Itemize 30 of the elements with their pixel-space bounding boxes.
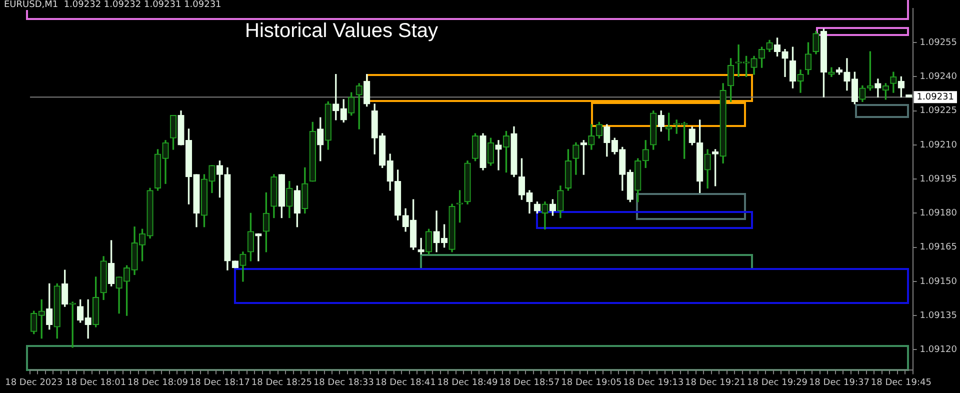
x-tick-label: 18 Dec 18:25 <box>251 378 312 388</box>
x-tick-label: 18 Dec 19:37 <box>808 378 870 388</box>
x-tick-label: 18 Dec 18:01 <box>66 378 126 388</box>
y-tick-label: 1.09255 <box>920 38 957 48</box>
y-tick-label: 1.09150 <box>920 276 958 287</box>
x-tick-label: 18 Dec 19:29 <box>747 378 808 388</box>
y-tick-label: 1.09195 <box>920 174 957 184</box>
x-tick-label: 18 Dec 19:21 <box>685 378 746 388</box>
y-tick-label: 1.09210 <box>920 140 958 150</box>
ref-line-label: 1.09231 <box>916 92 954 102</box>
y-tick-label: 1.09180 <box>920 208 958 219</box>
y-tick-label: 1.09240 <box>920 72 958 82</box>
x-tick-label: 18 Dec 19:05 <box>561 378 622 388</box>
y-tick-label: 1.09225 <box>920 106 957 116</box>
text: Historical Values Stay <box>245 20 438 43</box>
candlestick <box>495 140 502 170</box>
x-tick-label: 18 Dec 2023 <box>5 378 63 388</box>
x-tick-label: 18 Dec 18:41 <box>375 378 436 388</box>
x-tick-label: 18 Dec 18:09 <box>128 378 188 388</box>
x-tick-label: 18 Dec 18:57 <box>499 378 560 388</box>
y-tick-label: 1.09120 <box>920 345 958 356</box>
y-tick-label: 1.09135 <box>920 310 957 321</box>
x-tick-label: 18 Dec 18:49 <box>437 378 498 388</box>
x-tick-label: 18 Dec 18:17 <box>189 378 250 388</box>
x-tick-label: 18 Dec 18:33 <box>313 378 374 388</box>
chart-subtitle: EURUSD,M1 1.09232 1.09232 1.09231 1.09231 <box>4 0 224 10</box>
y-tick-label: 1.09165 <box>920 242 957 253</box>
x-tick-label: 18 Dec 19:45 <box>870 378 932 388</box>
x-tick-label: 18 Dec 19:13 <box>623 378 684 388</box>
candlestick <box>255 233 262 262</box>
